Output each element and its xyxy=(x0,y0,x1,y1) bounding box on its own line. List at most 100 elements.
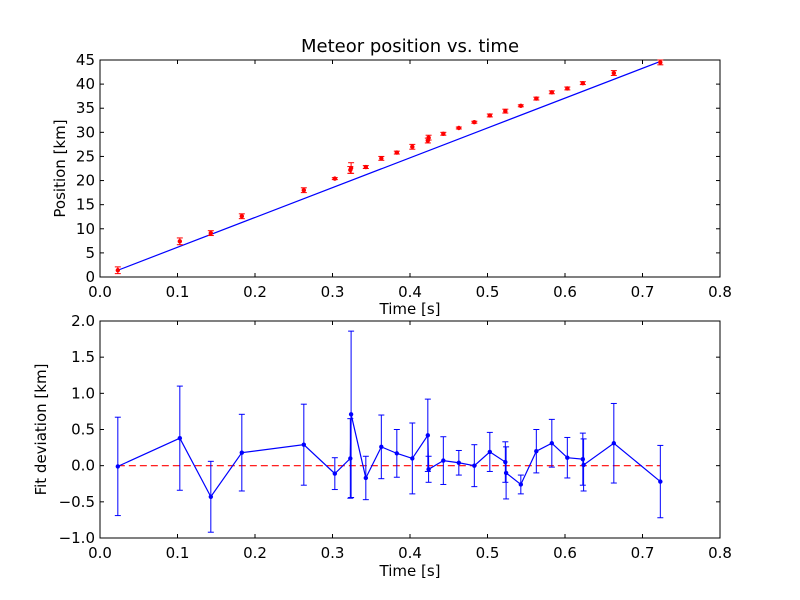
y-tick-label: 30 xyxy=(76,123,95,141)
data-point xyxy=(518,482,524,487)
x-tick-label: 0.0 xyxy=(88,544,112,562)
data-point xyxy=(425,433,431,438)
x-tick-label: 0.6 xyxy=(553,544,577,562)
chart-title: Meteor position vs. time xyxy=(301,36,519,57)
data-point xyxy=(394,150,400,155)
x-axis-label: Time [s] xyxy=(379,562,441,580)
data-point xyxy=(239,450,245,455)
x-tick-label: 0.5 xyxy=(476,283,500,301)
deviation-line xyxy=(117,414,661,498)
data-point xyxy=(472,463,477,468)
y-tick-label: 35 xyxy=(76,99,95,117)
data-point xyxy=(472,120,477,125)
data-point xyxy=(549,441,555,446)
data-point xyxy=(503,459,508,465)
data-point xyxy=(363,475,369,481)
y-tick-label: 10 xyxy=(76,220,95,238)
x-tick-label: 0.0 xyxy=(88,283,112,301)
x-tick-label: 0.8 xyxy=(708,544,732,562)
data-point xyxy=(534,449,539,454)
y-tick-label: 0 xyxy=(85,268,95,286)
x-tick-label: 0.1 xyxy=(166,544,190,562)
y-tick-label: 20 xyxy=(76,172,95,190)
data-point xyxy=(441,131,446,136)
data-point xyxy=(239,214,245,219)
x-tick-label: 0.1 xyxy=(166,283,190,301)
data-point xyxy=(580,456,586,462)
x-tick-label: 0.4 xyxy=(398,544,422,562)
y-tick-label: 0.0 xyxy=(71,457,95,475)
data-point xyxy=(379,444,384,450)
data-point xyxy=(426,467,431,472)
data-point xyxy=(363,164,369,170)
data-point xyxy=(208,494,214,499)
data-point xyxy=(332,471,338,476)
x-axis-label: Time [s] xyxy=(379,300,441,318)
x-tick-label: 0.7 xyxy=(631,544,655,562)
deviation-chart: 0.0 0.1 0.2 0.3 0.4 0.5 0.6 0.7 0.8 −1.0−0.50.00… xyxy=(32,312,732,580)
data-point xyxy=(581,462,586,468)
x-tick-label: 0.4 xyxy=(398,283,422,301)
y-tick-label: 45 xyxy=(76,51,95,69)
y-tick-label: 0.5 xyxy=(71,421,95,439)
data-point xyxy=(115,268,121,273)
x-tick-label: 0.2 xyxy=(243,283,267,301)
x-tick-label: 0.2 xyxy=(243,544,267,562)
data-point xyxy=(611,70,617,76)
y-tick-label: 2.0 xyxy=(71,312,95,330)
data-point xyxy=(394,451,400,456)
x-tick-label: 0.5 xyxy=(476,544,500,562)
data-point xyxy=(565,86,570,91)
data-point xyxy=(487,113,493,118)
data-point xyxy=(580,80,586,86)
deviation-marks xyxy=(99,320,721,539)
y-tick-labels: −1.0 −0.5 0.0 0.5 1.0 1.5 2.0 xyxy=(59,312,95,547)
x-tick-label: 0.7 xyxy=(631,283,655,301)
data-point xyxy=(177,435,183,441)
position-marks xyxy=(99,59,721,278)
y-tick-labels: 0 5 10 15 20 25 30 35 40 45 xyxy=(76,51,95,286)
data-point xyxy=(441,458,446,463)
x-tick-label: 0.6 xyxy=(553,283,577,301)
data-point xyxy=(332,176,338,181)
data-point xyxy=(410,144,415,149)
data-point xyxy=(503,470,509,476)
data-point xyxy=(379,156,384,161)
y-tick-label: −1.0 xyxy=(59,529,95,547)
data-point xyxy=(208,230,214,236)
data-point xyxy=(426,135,431,140)
y-tick-label: 25 xyxy=(76,147,95,165)
data-point xyxy=(658,479,663,484)
position-chart: Meteor position vs. time 0.0 0.1 0.2 0.3 0.4… xyxy=(51,36,732,318)
y-tick-label: 1.5 xyxy=(71,348,95,366)
data-point xyxy=(456,460,462,465)
x-tick-label: 0.8 xyxy=(708,283,732,301)
data-point xyxy=(658,60,663,65)
data-point xyxy=(456,125,462,131)
data-point xyxy=(348,456,353,461)
data-point xyxy=(611,441,617,446)
data-point xyxy=(348,412,354,417)
x-tick-label: 0.3 xyxy=(321,283,345,301)
y-tick-label: 1.0 xyxy=(71,384,95,402)
y-tick-label: 5 xyxy=(85,244,95,262)
data-point xyxy=(503,108,508,114)
data-point xyxy=(348,165,354,171)
x-tick-labels: 0.0 0.1 0.2 0.3 0.4 0.5 0.6 0.7 0.8 xyxy=(88,544,732,562)
data-point xyxy=(549,90,555,95)
data-point xyxy=(565,455,570,460)
data-point xyxy=(301,188,307,193)
x-tick-labels: 0.0 0.1 0.2 0.3 0.4 0.5 0.6 0.7 0.8 xyxy=(88,283,732,301)
data-point xyxy=(487,449,493,455)
y-tick-label: 15 xyxy=(76,196,95,214)
x-tick-label: 0.3 xyxy=(321,544,345,562)
y-tick-label: −0.5 xyxy=(59,493,95,511)
data-point xyxy=(410,456,415,461)
data-point xyxy=(177,239,183,244)
y-tick-label: 40 xyxy=(76,75,95,93)
y-axis-label: Fit deviation [km] xyxy=(32,364,50,496)
data-point xyxy=(534,96,539,101)
data-point xyxy=(301,442,307,447)
